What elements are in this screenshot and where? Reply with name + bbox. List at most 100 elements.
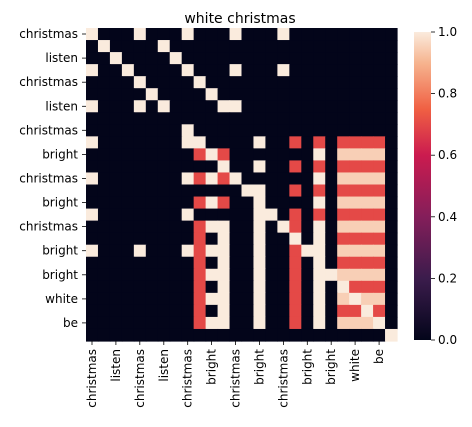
heatmap-cell: [277, 136, 290, 149]
heatmap-cell: [181, 304, 195, 318]
x-tick-label: bright: [205, 349, 219, 385]
heatmap-cell: [193, 292, 207, 306]
heatmap-cell: [265, 52, 278, 65]
heatmap-cell: [337, 220, 350, 234]
heatmap-cell: [289, 268, 302, 282]
heatmap-cell: [337, 160, 350, 174]
heatmap-cell: [109, 232, 123, 246]
heatmap-cell: [97, 172, 111, 186]
heatmap-cell: [145, 40, 159, 53]
heatmap-cell: [313, 280, 326, 294]
y-tick-label: christmas: [19, 75, 78, 89]
heatmap-cell: [277, 220, 290, 234]
heatmap-cell: [241, 148, 255, 162]
heatmap-cell: [241, 172, 255, 186]
heatmap-cell: [373, 160, 386, 174]
heatmap-cell: [157, 328, 171, 342]
y-tick-label: listen: [45, 51, 78, 65]
heatmap-cell: [325, 328, 338, 342]
heatmap-cell: [86, 304, 99, 318]
heatmap-cell: [349, 244, 362, 258]
heatmap-cell: [157, 184, 171, 198]
heatmap-cell: [253, 316, 267, 330]
heatmap-cell: [277, 100, 290, 113]
heatmap-cell: [133, 220, 147, 234]
heatmap-cell: [337, 52, 350, 65]
heatmap-cell: [349, 184, 362, 198]
heatmap-cell: [277, 172, 290, 186]
heatmap-cell: [361, 52, 374, 65]
heatmap-cell: [205, 136, 219, 149]
heatmap-cell: [265, 40, 278, 53]
heatmap-cell: [145, 280, 159, 294]
heatmap-cell: [181, 196, 195, 210]
y-tick-label: white: [45, 292, 78, 306]
heatmap-cell: [157, 88, 171, 101]
heatmap-cell: [217, 220, 231, 234]
x-tick-label: listen: [109, 349, 123, 382]
heatmap-cell: [133, 136, 147, 149]
heatmap-cell: [205, 232, 219, 246]
heatmap-cell: [325, 136, 338, 149]
heatmap-cell: [277, 124, 290, 137]
heatmap-cell: [205, 316, 219, 330]
heatmap-cell: [313, 136, 326, 149]
heatmap-cell: [373, 208, 386, 222]
heatmap-cell: [86, 316, 99, 330]
heatmap-cell: [121, 64, 135, 77]
heatmap-cell: [301, 28, 314, 41]
heatmap-cell: [361, 256, 374, 270]
heatmap-cell: [385, 268, 398, 282]
heatmap-cell: [86, 160, 99, 174]
heatmap-cell: [193, 40, 207, 53]
heatmap-cell: [217, 52, 231, 65]
heatmap-cell: [86, 124, 99, 137]
heatmap-cell: [121, 136, 135, 149]
heatmap-cell: [253, 208, 267, 222]
heatmap-cell: [277, 256, 290, 270]
heatmap-cell: [181, 268, 195, 282]
heatmap-cell: [133, 76, 147, 89]
heatmap-cell: [86, 28, 99, 41]
heatmap-cell: [193, 256, 207, 270]
heatmap-cell: [121, 232, 135, 246]
heatmap-cell: [277, 76, 290, 89]
heatmap-cell: [157, 232, 171, 246]
heatmap-cell: [385, 64, 398, 77]
heatmap-cell: [301, 40, 314, 53]
heatmap-cell: [385, 304, 398, 318]
heatmap-cell: [289, 112, 302, 125]
heatmap-cell: [193, 304, 207, 318]
heatmap-cell: [325, 64, 338, 77]
heatmap-cell: [289, 100, 302, 113]
heatmap-cell: [169, 112, 183, 125]
heatmap-cell: [349, 316, 362, 330]
heatmap-cell: [169, 136, 183, 149]
heatmap-cell: [313, 40, 326, 53]
heatmap-cell: [313, 100, 326, 113]
heatmap-cell: [373, 268, 386, 282]
heatmap-cell: [205, 64, 219, 77]
heatmap-cell: [145, 100, 159, 113]
heatmap-cell: [217, 208, 231, 222]
heatmap-cell: [373, 280, 386, 294]
heatmap-cell: [86, 244, 99, 258]
heatmap-cell: [97, 40, 111, 53]
heatmap-cell: [385, 232, 398, 246]
heatmap-cell: [361, 268, 374, 282]
heatmap-cell: [241, 244, 255, 258]
heatmap-cell: [193, 124, 207, 137]
heatmap-cell: [361, 88, 374, 101]
heatmap-cell: [325, 28, 338, 41]
heatmap-cell: [145, 292, 159, 306]
heatmap-cell: [86, 280, 99, 294]
heatmap-cell: [301, 244, 314, 258]
x-tick-label: christmas: [276, 349, 290, 408]
heatmap-cell: [337, 148, 350, 162]
heatmap-cell: [157, 196, 171, 210]
heatmap-cell: [169, 268, 183, 282]
heatmap-cell: [157, 244, 171, 258]
heatmap-cell: [361, 316, 374, 330]
heatmap-cell: [241, 232, 255, 246]
heatmap-cell: [169, 280, 183, 294]
